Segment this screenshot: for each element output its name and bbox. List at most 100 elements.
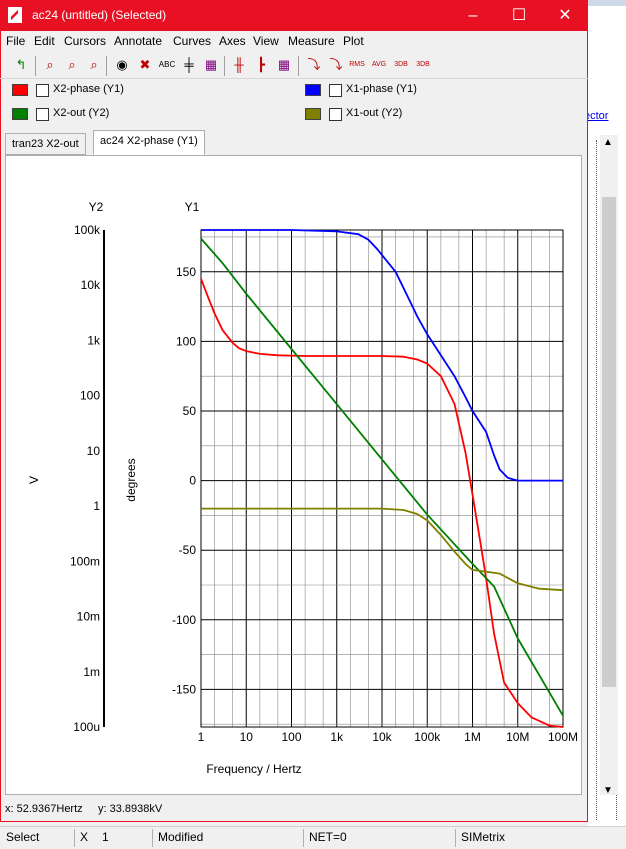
toolbar: ↰ ⌕ ⌕ ⌕ ◉ ✖ ABC ╪ ▦ ╫ ┣ ▦ ⤵ ⤵ RMS AVG 3D…: [0, 52, 588, 79]
status-app: SIMetrix: [461, 830, 506, 844]
y-readout: y: 33.8938kV: [98, 803, 163, 815]
legend-swatch: [12, 84, 28, 96]
stack-axes-icon[interactable]: ┣: [257, 57, 265, 72]
highpass-3db-icon[interactable]: 3DB: [416, 61, 430, 68]
bandwidth-3db-icon[interactable]: 3DB: [394, 61, 408, 68]
grid-icon[interactable]: ╫: [234, 57, 244, 72]
maximize-button[interactable]: ☐: [511, 7, 527, 24]
x-tick-label: 100k: [414, 730, 441, 744]
y2-title: Y2: [89, 200, 104, 214]
y1-tick-label: 150: [176, 265, 196, 279]
avg-icon[interactable]: AVG: [371, 61, 387, 68]
legend-checkbox[interactable]: [329, 108, 342, 121]
menu-bar: File Edit Cursors Annotate Curves Axes V…: [0, 31, 588, 51]
scroll-down-icon[interactable]: ▼: [603, 785, 613, 796]
view-icon[interactable]: ◉: [116, 57, 128, 72]
menu-curves[interactable]: Curves: [173, 34, 212, 48]
legend-checkbox[interactable]: [36, 108, 49, 121]
curve-x2-out[interactable]: [200, 238, 564, 717]
menu-measure[interactable]: Measure: [288, 34, 335, 48]
rise-time-icon[interactable]: ⤵: [307, 57, 321, 72]
y1-tick-label: 50: [183, 404, 197, 418]
curve-x1-out[interactable]: [201, 507, 564, 592]
curve-legend: X2-phase (Y1) X2-out (Y2) X1-phase (Y1) …: [0, 79, 588, 127]
title-bar[interactable]: ac24 (untitled) (Selected) – ☐ ✕: [0, 0, 588, 31]
rms-icon[interactable]: RMS: [349, 61, 365, 68]
status-net: NET=0: [309, 830, 347, 844]
tab-tran23[interactable]: tran23 X2-out: [5, 133, 86, 155]
x-tick-label: 100M: [548, 730, 578, 744]
x-readout: x: 52.9367Hertz: [5, 803, 83, 815]
legend-swatch: [305, 108, 321, 120]
x-axis-label: Frequency / Hertz: [206, 762, 301, 776]
menu-annotate[interactable]: Annotate: [114, 34, 163, 48]
x-tick-label: 10k: [372, 730, 392, 744]
tab-ac24[interactable]: ac24 X2-phase (Y1): [93, 130, 205, 155]
x-tick-label: 1k: [330, 730, 344, 744]
delete-curve-icon[interactable]: ✖: [139, 57, 151, 72]
curve-props-icon[interactable]: ▦: [204, 57, 218, 72]
legend-checkbox[interactable]: [36, 84, 49, 97]
y2-tick-label: 1: [93, 499, 100, 513]
scroll-up-icon[interactable]: ▲: [603, 137, 613, 148]
y2-tick-label: 10k: [81, 278, 101, 292]
y1-tick-label: 0: [189, 474, 196, 488]
y1-title: Y1: [185, 200, 200, 214]
plot-area[interactable]: 1 10 100 1k 10k 100k 1M 10M 100M 150 100 50 0 -50 -100…: [5, 155, 582, 795]
undo-icon[interactable]: ↰: [15, 57, 27, 72]
x-tick-label: 10M: [506, 730, 529, 744]
curve-x2-phase[interactable]: [200, 278, 564, 728]
status-bar: Select X 1 Modified NET=0 SIMetrix: [0, 826, 626, 849]
window-title: ac24 (untitled) (Selected): [32, 8, 167, 22]
x-tick-label: 10: [240, 730, 254, 744]
zoom-out-icon[interactable]: ⌕: [90, 57, 98, 72]
minimize-button[interactable]: –: [468, 7, 478, 24]
zoom-full-icon[interactable]: ⌕: [46, 57, 54, 72]
axis-props-icon[interactable]: ▦: [277, 57, 291, 72]
menu-plot[interactable]: Plot: [343, 34, 364, 48]
status-modified: Modified: [158, 830, 204, 844]
vertical-scrollbar[interactable]: ▲ ▼: [600, 135, 618, 796]
fall-time-icon[interactable]: ⤵: [329, 57, 343, 72]
y2-tick-label: 1m: [83, 665, 100, 679]
legend-swatch: [12, 108, 28, 120]
legend-swatch: [305, 84, 321, 96]
menu-cursors[interactable]: Cursors: [64, 34, 107, 48]
y2-tick-label: 100k: [74, 223, 101, 237]
label-curve-icon[interactable]: ABC: [158, 60, 176, 69]
legend-label: X1-phase (Y1): [346, 83, 417, 95]
graph-tabs: tran23 X2-out ac24 X2-phase (Y1): [5, 130, 588, 155]
y1-tick-label: -50: [179, 543, 197, 557]
zoom-in-icon[interactable]: ⌕: [68, 57, 76, 72]
y2-tick-label: 10: [87, 444, 101, 458]
y2-axis-label: V: [27, 476, 41, 484]
legend-label: X1-out (Y2): [346, 107, 403, 119]
y2-tick-label: 10m: [77, 610, 100, 624]
y1-axis-label: degrees: [124, 458, 138, 501]
close-button[interactable]: ✕: [558, 7, 572, 24]
y2-tick-label: 100m: [70, 554, 100, 568]
y1-tick-label: -150: [172, 682, 196, 696]
y2-tick-label: 1k: [87, 333, 101, 347]
x-tick-label: 1: [198, 730, 205, 744]
menu-file[interactable]: File: [6, 34, 26, 48]
legend-label: X2-phase (Y1): [53, 83, 124, 95]
y2-tick-label: 100: [80, 389, 100, 403]
y1-tick-label: 100: [176, 334, 196, 348]
add-axis-icon[interactable]: ╪: [184, 57, 194, 72]
status-x-label: X: [80, 830, 89, 844]
scrollbar-thumb[interactable]: [602, 197, 616, 687]
legend-checkbox[interactable]: [329, 84, 342, 97]
menu-axes[interactable]: Axes: [219, 34, 246, 48]
y1-tick-label: -100: [172, 613, 196, 627]
menu-view[interactable]: View: [253, 34, 279, 48]
curve-x1-phase[interactable]: [201, 229, 563, 482]
app-icon: [8, 7, 22, 23]
menu-edit[interactable]: Edit: [34, 34, 55, 48]
cursor-readout: x: 52.9367Hertz y: 33.8938kV: [0, 798, 588, 820]
x-tick-label: 1M: [464, 730, 481, 744]
chart[interactable]: 1 10 100 1k 10k 100k 1M 10M 100M 150 100 50 0 -50 -100…: [6, 156, 581, 794]
status-x-value: 1: [102, 830, 109, 844]
status-mode: Select: [6, 830, 40, 844]
background-link[interactable]: ector: [584, 110, 609, 122]
